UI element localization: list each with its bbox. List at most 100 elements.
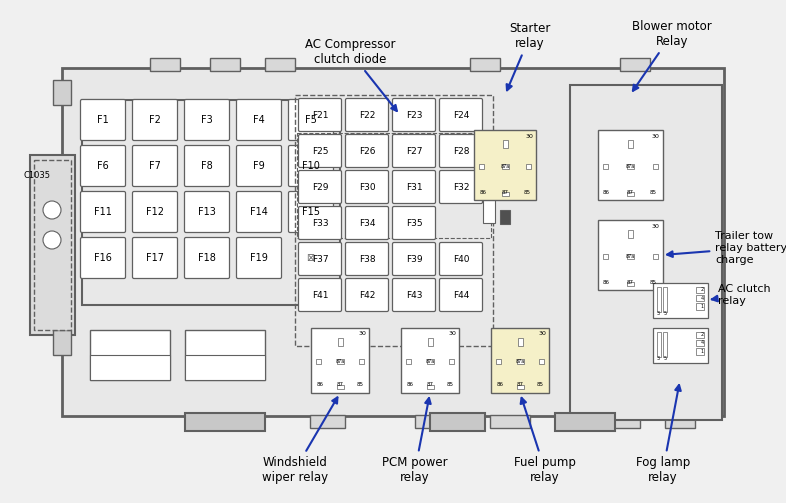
- FancyBboxPatch shape: [288, 192, 333, 232]
- Bar: [626, 282, 634, 286]
- Text: AC Compressor
clutch diode: AC Compressor clutch diode: [305, 38, 397, 111]
- FancyBboxPatch shape: [346, 207, 388, 239]
- Bar: [656, 287, 660, 311]
- Bar: [62, 68, 724, 416]
- Bar: [496, 359, 501, 364]
- Bar: [626, 164, 634, 169]
- FancyBboxPatch shape: [346, 99, 388, 131]
- Text: F40: F40: [453, 255, 469, 264]
- Bar: [150, 58, 180, 71]
- Text: F15: F15: [302, 207, 320, 217]
- Bar: [185, 355, 265, 380]
- Text: 85: 85: [523, 190, 531, 195]
- Bar: [428, 338, 432, 346]
- Bar: [597, 130, 663, 200]
- FancyBboxPatch shape: [133, 237, 178, 279]
- Bar: [337, 338, 343, 346]
- Bar: [415, 415, 450, 428]
- Text: F35: F35: [406, 218, 422, 227]
- Text: F8: F8: [201, 161, 213, 171]
- Text: 86: 86: [317, 382, 324, 387]
- FancyBboxPatch shape: [392, 171, 435, 204]
- Text: 85: 85: [446, 382, 454, 387]
- Text: 86: 86: [497, 382, 504, 387]
- Text: F23: F23: [406, 111, 422, 120]
- Bar: [491, 327, 549, 392]
- Bar: [470, 58, 500, 71]
- Bar: [626, 192, 634, 196]
- FancyBboxPatch shape: [299, 99, 341, 131]
- Text: F26: F26: [358, 146, 375, 155]
- FancyBboxPatch shape: [185, 237, 230, 279]
- FancyBboxPatch shape: [439, 99, 483, 131]
- Bar: [185, 330, 265, 380]
- Bar: [430, 413, 485, 431]
- Text: 87a: 87a: [501, 164, 509, 169]
- FancyBboxPatch shape: [288, 100, 333, 140]
- Bar: [483, 195, 495, 223]
- FancyBboxPatch shape: [80, 145, 126, 187]
- Bar: [590, 415, 640, 428]
- Text: F29: F29: [312, 183, 329, 192]
- Bar: [652, 254, 658, 259]
- Bar: [539, 359, 544, 364]
- Text: 1: 1: [701, 349, 704, 354]
- Text: F42: F42: [359, 291, 375, 299]
- Text: F3: F3: [201, 115, 213, 125]
- FancyBboxPatch shape: [439, 171, 483, 204]
- Bar: [663, 287, 667, 311]
- FancyBboxPatch shape: [288, 145, 333, 187]
- Bar: [516, 359, 523, 364]
- FancyBboxPatch shape: [185, 192, 230, 232]
- Text: F41: F41: [312, 291, 329, 299]
- Bar: [516, 384, 523, 388]
- Text: F32: F32: [453, 183, 469, 192]
- Bar: [479, 164, 484, 169]
- Text: F28: F28: [453, 146, 469, 155]
- Text: F43: F43: [406, 291, 422, 299]
- FancyBboxPatch shape: [185, 100, 230, 140]
- Text: 30: 30: [358, 331, 366, 336]
- FancyBboxPatch shape: [80, 192, 126, 232]
- Bar: [401, 327, 459, 392]
- Text: 87: 87: [427, 382, 434, 387]
- Bar: [474, 130, 536, 200]
- Text: 87a: 87a: [626, 254, 634, 259]
- Text: 2: 2: [701, 332, 704, 337]
- Text: 85: 85: [357, 382, 363, 387]
- Text: 87: 87: [336, 382, 343, 387]
- FancyBboxPatch shape: [392, 99, 435, 131]
- Bar: [517, 338, 523, 346]
- Bar: [449, 359, 454, 364]
- Text: 3: 3: [657, 311, 660, 316]
- Text: 85: 85: [650, 190, 657, 195]
- FancyBboxPatch shape: [80, 100, 126, 140]
- Text: F19: F19: [250, 253, 268, 263]
- Text: 86: 86: [603, 190, 610, 195]
- Circle shape: [43, 231, 61, 249]
- Bar: [597, 220, 663, 290]
- Bar: [652, 283, 707, 317]
- Bar: [696, 331, 703, 338]
- Text: 1: 1: [701, 304, 704, 309]
- FancyBboxPatch shape: [237, 100, 281, 140]
- Text: 87a: 87a: [626, 164, 634, 169]
- FancyBboxPatch shape: [299, 134, 341, 167]
- Text: 86: 86: [479, 190, 487, 195]
- Text: Fog lamp
relay: Fog lamp relay: [636, 385, 690, 484]
- FancyBboxPatch shape: [392, 134, 435, 167]
- FancyBboxPatch shape: [299, 171, 341, 204]
- Text: F34: F34: [358, 218, 375, 227]
- Bar: [555, 413, 615, 431]
- Text: 85: 85: [537, 382, 543, 387]
- Bar: [603, 164, 608, 169]
- FancyBboxPatch shape: [80, 237, 126, 279]
- Text: 30: 30: [448, 331, 456, 336]
- Text: F13: F13: [198, 207, 216, 217]
- Text: 87a: 87a: [336, 359, 344, 364]
- Bar: [295, 95, 493, 346]
- Bar: [626, 254, 634, 259]
- Text: 3: 3: [657, 356, 660, 361]
- Bar: [53, 80, 71, 105]
- Text: F22: F22: [359, 111, 375, 120]
